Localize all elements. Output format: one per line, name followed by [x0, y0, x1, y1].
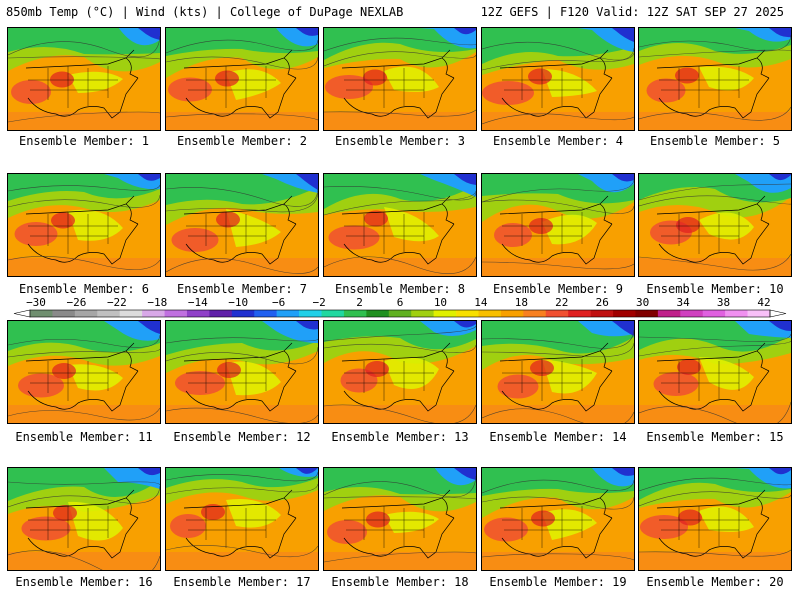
ensemble-member-label: Ensemble Member: 7 — [176, 282, 308, 296]
ensemble-member-label: Ensemble Member: 2 — [176, 134, 308, 148]
colorbar-tick-label: 30 — [636, 296, 650, 309]
colorbar-swatch — [388, 310, 412, 317]
ensemble-member-label: Ensemble Member: 16 — [15, 575, 153, 589]
ensemble-member-map — [638, 27, 792, 131]
colorbar-swatch — [657, 310, 681, 317]
colorbar-swatch — [299, 310, 322, 317]
ensemble-member-label: Ensemble Member: 18 — [331, 575, 469, 589]
colorbar-swatch — [725, 310, 748, 317]
colorbar-swatch — [254, 310, 277, 317]
colorbar-swatch — [142, 310, 165, 317]
colorbar-swatch — [590, 310, 614, 317]
colorbar-swatch — [433, 310, 457, 317]
colorbar-swatch — [97, 310, 120, 317]
colorbar-swatch — [568, 310, 591, 317]
colorbar-swatch — [456, 310, 479, 317]
colorbar-tick-label: 22 — [555, 296, 569, 309]
colorbar-swatch — [613, 310, 636, 317]
ensemble-member-map — [323, 27, 477, 131]
colorbar-tick-label: 2 — [356, 296, 363, 309]
ensemble-member-label: Ensemble Member: 10 — [646, 282, 784, 296]
product-title: 850mb Temp (°C) | Wind (kts) | College o… — [6, 5, 404, 19]
colorbar-swatch — [276, 310, 300, 317]
colorbar-swatch — [747, 310, 771, 317]
colorbar-tick-label: 38 — [716, 296, 731, 309]
ensemble-member-map — [481, 27, 635, 131]
colorbar-tick-label: 10 — [433, 296, 448, 309]
ensemble-member-label: Ensemble Member: 6 — [18, 282, 150, 296]
ensemble-member-label: Ensemble Member: 12 — [173, 430, 311, 444]
ensemble-member-map — [165, 27, 319, 131]
colorbar-tick-label: −2 — [312, 296, 326, 309]
colorbar-swatch — [545, 310, 569, 317]
colorbar-swatch — [500, 310, 524, 317]
colorbar-tick-label: −26 — [66, 296, 87, 309]
ensemble-member-map — [638, 467, 792, 571]
colorbar-swatch — [343, 310, 367, 317]
ensemble-member-map — [481, 320, 635, 424]
colorbar-tick-label: 14 — [474, 296, 488, 309]
ensemble-member-map — [323, 320, 477, 424]
colorbar-swatch — [680, 310, 704, 317]
ensemble-member-map — [481, 467, 635, 571]
ensemble-member-label: Ensemble Member: 5 — [649, 134, 781, 148]
ensemble-member-map — [638, 173, 792, 277]
colorbar-swatch — [52, 310, 76, 317]
ensemble-member-label: Ensemble Member: 15 — [646, 430, 784, 444]
colorbar-tick-labels: −30 −26 −22 −18 −14 −10 −6 −2 2 6 10 14 18 22 26 30 34 38… — [0, 297, 800, 309]
ensemble-member-map — [165, 467, 319, 571]
ensemble-member-label: Ensemble Member: 19 — [489, 575, 627, 589]
colorbar-tick-label: −14 — [187, 296, 208, 309]
colorbar-tick-label: −10 — [228, 296, 249, 309]
ensemble-member-map — [165, 173, 319, 277]
ensemble-member-map — [165, 320, 319, 424]
colorbar-tick-label: 34 — [676, 296, 690, 309]
colorbar-swatch — [411, 310, 434, 317]
ensemble-member-map — [7, 320, 161, 424]
colorbar-swatch — [209, 310, 233, 317]
colorbar-tick-label: −30 — [26, 296, 46, 309]
colorbar-tick-label: 6 — [396, 296, 404, 309]
ensemble-member-label: Ensemble Member: 14 — [489, 430, 627, 444]
colorbar-tick-label: 42 — [757, 296, 771, 309]
colorbar-swatch — [523, 310, 547, 317]
ensemble-member-label: Ensemble Member: 9 — [492, 282, 624, 296]
ensemble-member-label: Ensemble Member: 11 — [15, 430, 153, 444]
colorbar-swatch — [478, 310, 502, 317]
ensemble-member-label: Ensemble Member: 1 — [18, 134, 150, 148]
ensemble-member-map — [7, 467, 161, 571]
ensemble-member-label: Ensemble Member: 8 — [334, 282, 466, 296]
ensemble-member-map — [7, 173, 161, 277]
ensemble-member-label: Ensemble Member: 17 — [173, 575, 311, 589]
colorbar-swatch — [74, 310, 98, 317]
ensemble-member-map — [7, 27, 161, 131]
colorbar-swatch — [119, 310, 143, 317]
colorbar-tick-label: −22 — [106, 296, 127, 309]
colorbar-swatch — [702, 310, 726, 317]
ensemble-member-map — [323, 467, 477, 571]
colorbar-swatch — [30, 310, 53, 317]
run-valid-time: 12Z GEFS | F120 Valid: 12Z SAT SEP 27 20… — [480, 5, 784, 19]
colorbar-swatch — [635, 310, 659, 317]
ensemble-member-map — [638, 320, 792, 424]
colorbar-tick-label: 26 — [595, 296, 609, 309]
colorbar-tick-label: −18 — [147, 296, 168, 309]
colorbar-tick-label: 18 — [514, 296, 528, 309]
temperature-colorbar — [13, 309, 787, 318]
ensemble-member-label: Ensemble Member: 13 — [331, 430, 469, 444]
colorbar-swatch — [321, 310, 345, 317]
colorbar-swatch — [186, 310, 210, 317]
ensemble-member-label: Ensemble Member: 3 — [334, 134, 466, 148]
header: 850mb Temp (°C) | Wind (kts) | College o… — [0, 0, 800, 24]
ensemble-member-map — [481, 173, 635, 277]
ensemble-member-label: Ensemble Member: 4 — [492, 134, 624, 148]
colorbar-swatch — [164, 310, 188, 317]
colorbar-tick-label: −6 — [272, 296, 286, 309]
colorbar-swatch — [366, 310, 390, 317]
ensemble-member-label: Ensemble Member: 20 — [646, 575, 784, 589]
ensemble-member-map — [323, 173, 477, 277]
colorbar-swatch — [231, 310, 255, 317]
